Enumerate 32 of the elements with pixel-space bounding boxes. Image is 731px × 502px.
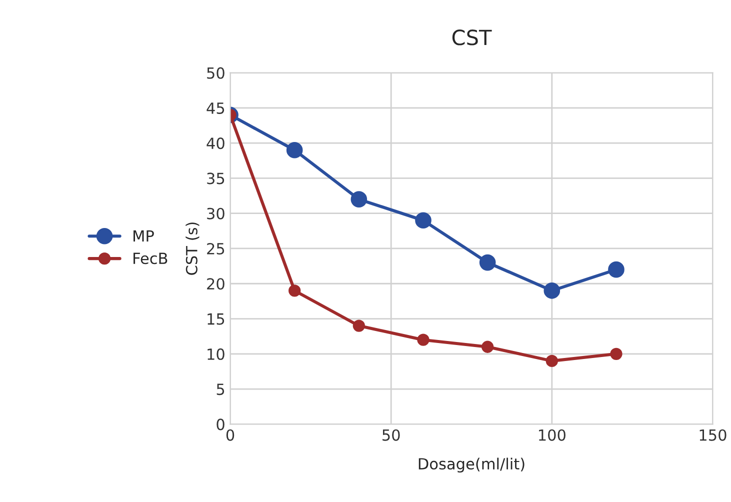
point	[417, 334, 430, 346]
point	[482, 340, 494, 353]
y-tick-label: 45	[206, 102, 224, 114]
y-axis-title: CST (s)	[186, 222, 200, 275]
point	[544, 282, 560, 299]
y-tick-label: 5	[216, 384, 224, 396]
legend-label: MP	[134, 230, 154, 242]
y-tick-label: 50	[207, 67, 224, 79]
x-tick-label: 150	[700, 429, 726, 441]
y-tick-label: 20	[207, 278, 224, 290]
x-tick-label: 100	[539, 429, 566, 441]
point	[286, 142, 303, 158]
x-tick-label: 0	[226, 429, 234, 441]
x-axis-title: Dosage(ml/lit)	[418, 458, 524, 473]
point	[350, 191, 368, 208]
point	[415, 212, 432, 229]
x-tick-label: 50	[382, 429, 400, 441]
y-tick-label: 30	[207, 208, 224, 220]
y-tick-label: 35	[207, 172, 224, 184]
y-tick-label: 25	[207, 242, 224, 255]
point	[479, 254, 496, 271]
point	[288, 284, 301, 297]
y-tick-label: 40	[206, 138, 224, 150]
y-tick-label: 15	[208, 313, 224, 325]
legend-label: FecB	[134, 252, 168, 264]
point	[352, 320, 365, 332]
y-tick-label: 10	[208, 348, 224, 360]
chart-title: CST	[452, 30, 492, 46]
point	[546, 354, 558, 368]
point	[610, 348, 622, 360]
point	[608, 261, 624, 278]
y-tick-label: 0	[216, 418, 224, 430]
